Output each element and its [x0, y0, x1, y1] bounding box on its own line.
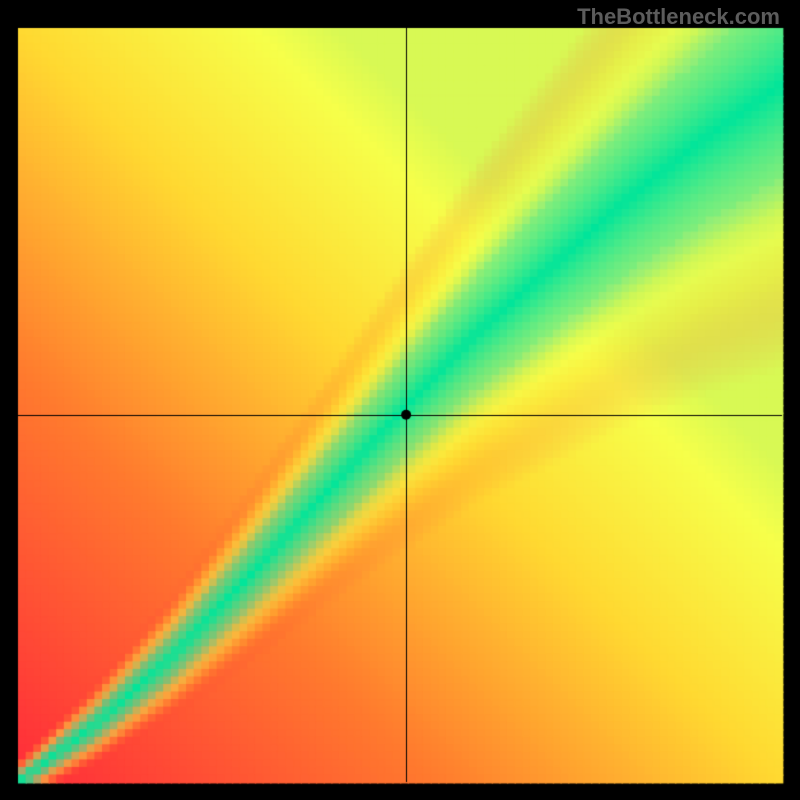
watermark-text: TheBottleneck.com [577, 4, 780, 30]
chart-stage: TheBottleneck.com [0, 0, 800, 800]
heatmap-canvas [0, 0, 800, 800]
